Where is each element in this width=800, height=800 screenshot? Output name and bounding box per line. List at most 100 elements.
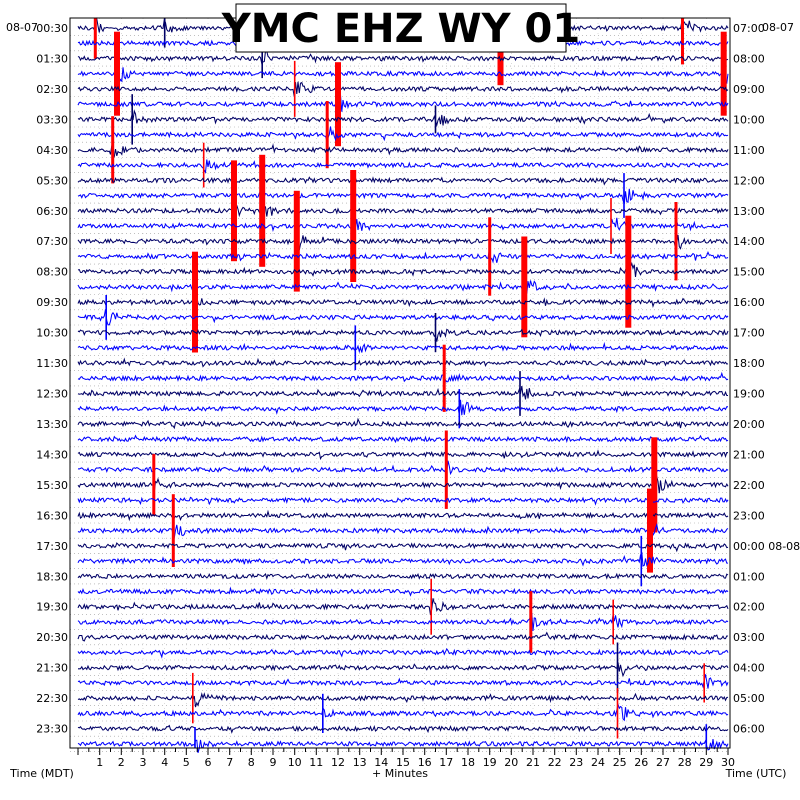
time-label-right: 14:00 — [733, 235, 765, 248]
time-label-left: 11:30 — [36, 357, 68, 370]
x-axis-left-label: Time (MDT) — [9, 767, 74, 780]
event-mark — [519, 371, 521, 416]
event-mark — [194, 727, 196, 748]
seismic-trace — [77, 702, 729, 722]
clipped-event-mark — [430, 578, 432, 635]
time-label-left: 01:30 — [36, 53, 68, 66]
time-label-left: 06:30 — [36, 205, 68, 218]
seismic-trace — [77, 309, 729, 326]
x-tick-label: 18 — [461, 756, 475, 769]
clipped-event-mark — [325, 101, 329, 169]
x-tick-label: 7 — [226, 756, 233, 769]
clipped-event-mark — [625, 215, 632, 328]
x-tick-label: 12 — [331, 756, 345, 769]
seismic-trace — [77, 328, 729, 342]
x-tick-label: 6 — [205, 756, 212, 769]
time-labels: 00:30 01:30 02:30 03:30 04:30 05:30 06:30 07:30… — [36, 22, 800, 736]
time-label-right: 08:00 — [733, 53, 765, 66]
time-label-right: 21:00 — [733, 448, 765, 461]
event-mark — [163, 18, 166, 48]
x-axis-title: + Minutes — [372, 767, 428, 780]
time-label-right: 16:00 — [733, 296, 765, 309]
time-label-right: 09:00 — [733, 83, 765, 96]
x-tick-label: 24 — [591, 756, 605, 769]
x-tick-label: 10 — [288, 756, 302, 769]
clipped-event-mark — [442, 344, 446, 412]
seismic-trace — [77, 612, 729, 632]
event-mark — [705, 724, 708, 748]
time-label-left: 05:30 — [36, 174, 68, 187]
x-tick-label: 29 — [699, 756, 713, 769]
seismic-trace — [77, 280, 729, 294]
event-mark — [105, 295, 107, 340]
clipped-event-mark — [488, 217, 492, 296]
clipped-event-mark — [111, 116, 115, 184]
event-mark — [640, 535, 643, 587]
clipped-event-mark — [529, 591, 533, 653]
seismic-trace — [78, 662, 729, 678]
clipped-event-mark — [335, 62, 341, 147]
seismic-trace — [77, 50, 729, 65]
time-label-right: 10:00 — [733, 113, 765, 126]
x-tick-label: 20 — [504, 756, 518, 769]
clipped-event-mark — [192, 251, 198, 353]
seismic-trace — [77, 674, 729, 689]
seismic-trace — [77, 572, 729, 581]
time-label-left: 04:30 — [36, 144, 68, 157]
x-tick-label: 21 — [526, 756, 540, 769]
clipped-event-mark — [681, 18, 684, 65]
time-label-right: 15:00 — [733, 266, 765, 279]
event-mark — [322, 693, 324, 733]
seismic-trace — [77, 509, 729, 522]
clipped-event-mark — [231, 160, 237, 262]
x-tick-label: 27 — [656, 756, 670, 769]
date-label-right: 08-07 — [762, 21, 794, 34]
event-mark — [434, 313, 437, 353]
time-label-right: 00:00 08-08 — [733, 540, 800, 553]
seismic-trace — [77, 692, 729, 708]
date-label-left: 08-07 — [6, 21, 38, 34]
clipped-event-mark — [703, 663, 705, 703]
seismic-trace — [77, 417, 729, 430]
seismic-trace — [77, 176, 729, 186]
seismic-trace — [77, 109, 729, 128]
clipped-event-mark — [171, 494, 175, 567]
seismic-trace — [77, 586, 729, 597]
x-tick-label: 2 — [118, 756, 125, 769]
time-label-left: 02:30 — [36, 83, 68, 96]
event-mark — [458, 389, 461, 429]
clipped-event-mark — [152, 454, 156, 516]
x-tick-label: 25 — [613, 756, 627, 769]
x-axis: 1 2 3 4 5 6 7 8 9 10 11 12 13 14 15 16 17 18 19 20 21 22 23 24 2… — [77, 748, 735, 769]
time-label-left: 22:30 — [36, 692, 68, 705]
x-tick-label: 4 — [161, 756, 168, 769]
x-tick-label: 17 — [439, 756, 453, 769]
time-label-left: 10:30 — [36, 327, 68, 340]
seismic-trace — [77, 233, 729, 251]
event-mark — [131, 94, 133, 145]
time-label-right: 18:00 — [733, 357, 765, 370]
time-label-right: 13:00 — [733, 205, 765, 218]
time-label-left: 12:30 — [36, 388, 68, 401]
title-box — [235, 3, 567, 53]
event-mark — [354, 325, 357, 371]
time-label-left: 21:30 — [36, 662, 68, 675]
clipped-event-mark — [350, 170, 357, 282]
time-label-left: 18:30 — [36, 570, 68, 583]
chart-title: YMC EHZ WY 01 — [221, 6, 580, 52]
seismic-trace — [77, 460, 729, 476]
seismic-trace — [77, 598, 729, 616]
x-axis-right-label: Time (UTC) — [725, 767, 787, 780]
event-mark — [434, 105, 437, 134]
time-label-left: 13:30 — [36, 418, 68, 431]
event-mark — [616, 642, 619, 693]
seismic-trace — [77, 631, 729, 642]
time-label-right: 01:00 — [733, 570, 765, 583]
trace-area — [77, 17, 729, 753]
clipped-event-mark — [521, 236, 528, 338]
event-mark — [261, 38, 263, 79]
seismic-trace — [77, 496, 729, 506]
x-tick-label: 9 — [270, 756, 277, 769]
clipped-event-mark — [612, 599, 614, 645]
seismic-trace — [77, 542, 729, 553]
